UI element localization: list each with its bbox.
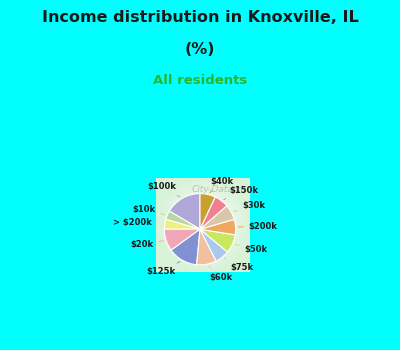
Wedge shape bbox=[200, 219, 236, 235]
Wedge shape bbox=[164, 219, 200, 229]
Wedge shape bbox=[197, 229, 216, 265]
Text: $10k: $10k bbox=[132, 205, 164, 215]
Text: Income distribution in Knoxville, IL: Income distribution in Knoxville, IL bbox=[42, 10, 358, 26]
Text: All residents: All residents bbox=[153, 74, 247, 86]
Wedge shape bbox=[169, 194, 200, 229]
Text: $60k: $60k bbox=[209, 266, 232, 282]
Text: $125k: $125k bbox=[147, 261, 180, 276]
Text: City-Data.com: City-Data.com bbox=[192, 186, 256, 194]
Text: $20k: $20k bbox=[130, 240, 163, 249]
Text: > $200k: > $200k bbox=[113, 218, 162, 227]
Text: $40k: $40k bbox=[210, 177, 234, 192]
Text: $30k: $30k bbox=[234, 201, 266, 211]
Wedge shape bbox=[200, 197, 227, 229]
Text: $100k: $100k bbox=[147, 182, 180, 197]
Wedge shape bbox=[200, 194, 215, 229]
Wedge shape bbox=[200, 229, 228, 261]
Text: (%): (%) bbox=[185, 42, 215, 57]
Wedge shape bbox=[200, 229, 235, 252]
Text: $200k: $200k bbox=[238, 222, 278, 231]
Wedge shape bbox=[200, 206, 234, 229]
Wedge shape bbox=[166, 211, 200, 229]
Text: $50k: $50k bbox=[235, 245, 268, 254]
Text: $75k: $75k bbox=[225, 258, 254, 272]
Wedge shape bbox=[164, 229, 200, 250]
Text: $150k: $150k bbox=[224, 186, 258, 200]
Wedge shape bbox=[171, 229, 200, 265]
